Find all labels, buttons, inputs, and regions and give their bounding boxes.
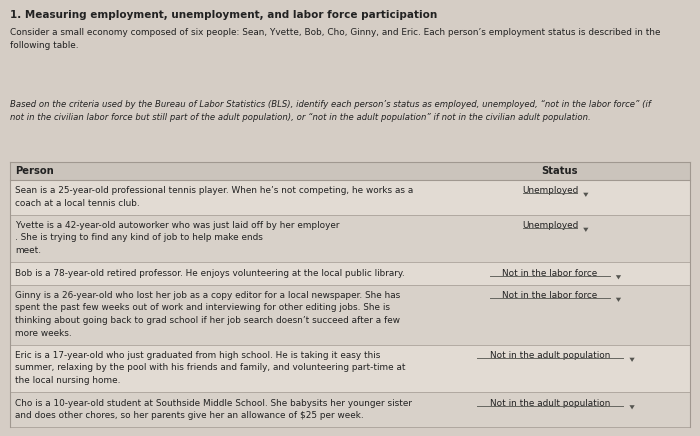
Text: Person: Person — [15, 166, 54, 176]
Text: coach at a local tennis club.: coach at a local tennis club. — [15, 198, 139, 208]
Text: the local nursing home.: the local nursing home. — [15, 376, 120, 385]
Polygon shape — [629, 405, 635, 409]
Text: Based on the criteria used by the Bureau of Labor Statistics (BLS), identify eac: Based on the criteria used by the Bureau… — [10, 100, 651, 109]
Text: . She is trying to find any kind of job to help make ends: . She is trying to find any kind of job … — [15, 234, 263, 242]
Text: Not in the adult population: Not in the adult population — [490, 399, 610, 408]
Bar — [10, 215, 690, 262]
Text: Not in the labor force: Not in the labor force — [503, 269, 598, 277]
Bar — [10, 180, 690, 215]
Polygon shape — [616, 275, 621, 279]
Text: 1. Measuring employment, unemployment, and labor force participation: 1. Measuring employment, unemployment, a… — [10, 10, 438, 20]
Polygon shape — [629, 358, 635, 362]
Text: Consider a small economy composed of six people: Sean, Yvette, Bob, Cho, Ginny, : Consider a small economy composed of six… — [10, 28, 661, 37]
Bar — [10, 392, 690, 428]
Text: Status: Status — [542, 166, 578, 176]
Polygon shape — [616, 298, 621, 302]
Text: thinking about going back to grad school if her job search doesn’t succeed after: thinking about going back to grad school… — [15, 316, 400, 325]
Text: Eric is a 17-year-old who just graduated from high school. He is taking it easy : Eric is a 17-year-old who just graduated… — [15, 351, 380, 360]
Text: Sean is a 25-year-old professional tennis player. When he’s not competing, he wo: Sean is a 25-year-old professional tenni… — [15, 186, 413, 195]
Text: Bob is a 78-year-old retired professor. He enjoys volunteering at the local publ: Bob is a 78-year-old retired professor. … — [15, 269, 405, 277]
Text: Not in the adult population: Not in the adult population — [490, 351, 610, 360]
Text: and does other chores, so her parents give her an allowance of $25 per week.: and does other chores, so her parents gi… — [15, 411, 363, 420]
Text: not in the civilian labor force but still part of the adult population), or “not: not in the civilian labor force but stil… — [10, 113, 591, 122]
Bar — [10, 162, 690, 180]
Text: meet.: meet. — [15, 246, 41, 255]
Text: summer, relaxing by the pool with his friends and family, and volunteering part-: summer, relaxing by the pool with his fr… — [15, 364, 405, 372]
Text: Unemployed: Unemployed — [522, 186, 578, 195]
Text: more weeks.: more weeks. — [15, 328, 71, 337]
Text: Cho is a 10-year-old student at Southside Middle School. She babysits her younge: Cho is a 10-year-old student at Southsid… — [15, 399, 412, 408]
Text: spent the past few weeks out of work and interviewing for other editing jobs. Sh: spent the past few weeks out of work and… — [15, 303, 390, 313]
Text: Unemployed: Unemployed — [522, 221, 578, 230]
Polygon shape — [583, 228, 589, 232]
Text: Ginny is a 26-year-old who lost her job as a copy editor for a local newspaper. : Ginny is a 26-year-old who lost her job … — [15, 291, 400, 300]
Text: Yvette is a 42-year-old autoworker who was just laid off by her employer: Yvette is a 42-year-old autoworker who w… — [15, 221, 339, 230]
Bar — [10, 285, 690, 345]
Text: following table.: following table. — [10, 41, 78, 50]
Polygon shape — [583, 193, 589, 197]
Bar — [10, 262, 690, 285]
Text: Not in the labor force: Not in the labor force — [503, 291, 598, 300]
Bar — [10, 345, 690, 392]
